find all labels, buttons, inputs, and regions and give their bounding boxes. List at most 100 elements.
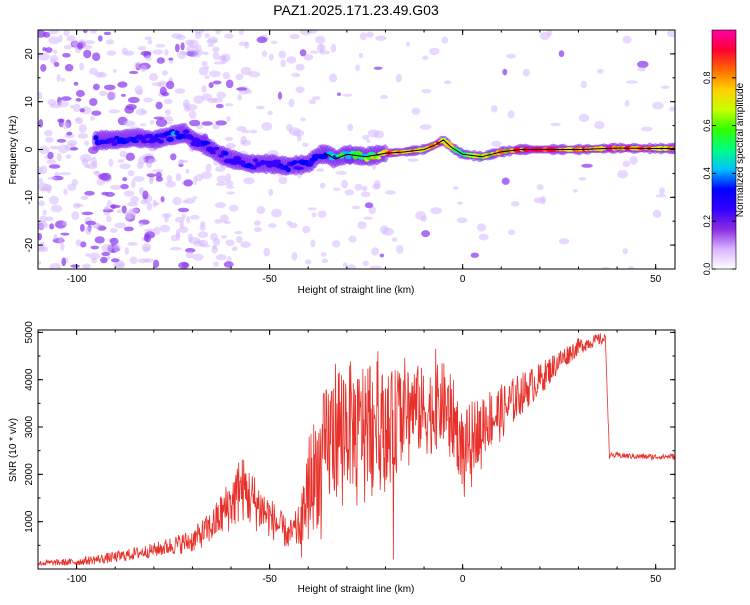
heatmap-noise-blob (99, 90, 108, 97)
heatmap-band-core (140, 140, 149, 144)
heatmap-noise-blob (319, 182, 326, 189)
heatmap-noise-blob (550, 122, 561, 127)
heatmap-noise-blob (395, 245, 404, 254)
heatmap-noise-blob (57, 118, 65, 123)
heatmap-noise-blob (321, 258, 329, 264)
heatmap-noise-blob (188, 110, 197, 119)
heatmap-noise-blob (652, 101, 664, 110)
heatmap-noise-blob (138, 156, 146, 165)
heatmap-noise-blob (344, 189, 354, 196)
heatmap-noise-blob (225, 142, 236, 149)
heatmap-noise-blob (65, 154, 72, 160)
heatmap-noise-blob (419, 124, 432, 130)
heatmap-noise-blob (114, 222, 126, 229)
heatmap-noise-blob (106, 200, 112, 207)
y-tick-label: 1000 (24, 510, 35, 533)
heatmap-noise-blob (225, 173, 231, 182)
heatmap-noise-blob (296, 134, 302, 142)
heatmap-band-core (107, 137, 117, 142)
heatmap-noise-blob (185, 168, 190, 174)
heatmap-noise-blob (261, 122, 273, 131)
heatmap-noise-blob (186, 216, 191, 224)
heatmap-noise-blob (203, 51, 209, 56)
heatmap-noise-blob (270, 40, 278, 45)
heatmap-noise-blob (194, 49, 204, 56)
heatmap-noise-blob (48, 36, 60, 45)
heatmap-noise-blob (38, 30, 47, 38)
heatmap-noise-blob (120, 183, 129, 190)
heatmap-noise-blob (641, 126, 653, 132)
heatmap-noise-blob (89, 98, 98, 106)
heatmap-noise-blob (371, 247, 380, 256)
heatmap-band-core (222, 151, 229, 156)
heatmap-noise-blob (82, 263, 91, 269)
heatmap-noise-blob (268, 53, 274, 61)
heatmap-noise-blob (360, 191, 371, 198)
heatmap-noise-blob (152, 49, 163, 55)
heatmap-noise-blob (84, 140, 89, 146)
x-tick-label: 50 (650, 274, 662, 285)
heatmap-noise-blob (48, 30, 59, 35)
x-tick-label: 50 (650, 574, 662, 585)
heatmap-noise-blob (368, 206, 376, 215)
heatmap-noise-blob (123, 226, 134, 232)
heatmap-noise-blob (146, 173, 156, 178)
heatmap-noise-blob (190, 214, 200, 220)
heatmap-noise-blob (61, 121, 70, 129)
heatmap-noise-blob (225, 239, 235, 247)
heatmap-noise-blob (453, 186, 459, 190)
heatmap-noise-blob (382, 227, 394, 236)
heatmap-noise-blob (60, 96, 72, 101)
heatmap-noise-blob (215, 254, 227, 261)
heatmap-noise-blob (267, 110, 273, 116)
heatmap-noise-blob (38, 119, 44, 128)
heatmap-noise-blob (139, 64, 147, 72)
heatmap-noise-blob (226, 191, 235, 195)
heatmap-noise-blob (249, 129, 258, 134)
heatmap-noise-blob (189, 119, 201, 127)
heatmap-noise-blob (187, 233, 193, 243)
heatmap-noise-blob (357, 221, 367, 230)
heatmap-noise-blob (669, 106, 675, 112)
heatmap-noise-blob (380, 94, 388, 100)
heatmap-noise-blob (38, 260, 42, 265)
heatmap-noise-blob (362, 260, 369, 267)
heatmap-noise-blob (149, 176, 154, 185)
heatmap-noise-blob (152, 169, 164, 173)
heatmap-noise-blob (210, 232, 218, 241)
heatmap-noise-blob (172, 197, 182, 206)
heatmap-noise-blob (355, 64, 360, 72)
heatmap-noise-blob (311, 212, 317, 218)
spectrogram-x-label: Height of straight line (km) (298, 285, 415, 296)
heatmap-noise-blob (100, 172, 112, 181)
heatmap-noise-blob (155, 171, 162, 179)
heatmap-noise-blob (193, 54, 201, 58)
heatmap-noise-blob (295, 86, 305, 93)
colorbar: 0.0 0.2 0.4 0.6 0.8 Normalized spectral ampl… (702, 29, 746, 275)
heatmap-band-core (215, 149, 223, 155)
heatmap-noise-blob (163, 98, 173, 105)
heatmap-noise-blob (300, 117, 306, 122)
snr-y-label: SNR (10 * v/v) (8, 418, 19, 482)
heatmap-noise-blob (145, 55, 152, 61)
heatmap-noise-blob (659, 187, 665, 195)
heatmap-noise-blob (185, 248, 196, 253)
heatmap-noise-blob (146, 160, 153, 169)
heatmap-noise-blob (238, 41, 249, 46)
heatmap-noise-blob (342, 262, 348, 268)
heatmap-band-core (218, 154, 224, 158)
heatmap-noise-blob (178, 261, 190, 269)
heatmap-noise-blob (429, 47, 440, 56)
heatmap-noise-blob (61, 257, 66, 267)
heatmap-noise-blob (580, 80, 587, 89)
heatmap-noise-blob (144, 228, 156, 233)
heatmap-noise-blob (457, 201, 463, 205)
heatmap-noise-blob (156, 57, 165, 64)
heatmap-band-core (375, 156, 382, 160)
heatmap-noise-blob (137, 46, 147, 51)
heatmap-noise-blob (165, 180, 176, 188)
heatmap-noise-blob (123, 190, 135, 197)
heatmap-noise-blob (122, 177, 128, 182)
heatmap-noise-blob (256, 36, 268, 44)
heatmap-noise-blob (367, 129, 380, 138)
